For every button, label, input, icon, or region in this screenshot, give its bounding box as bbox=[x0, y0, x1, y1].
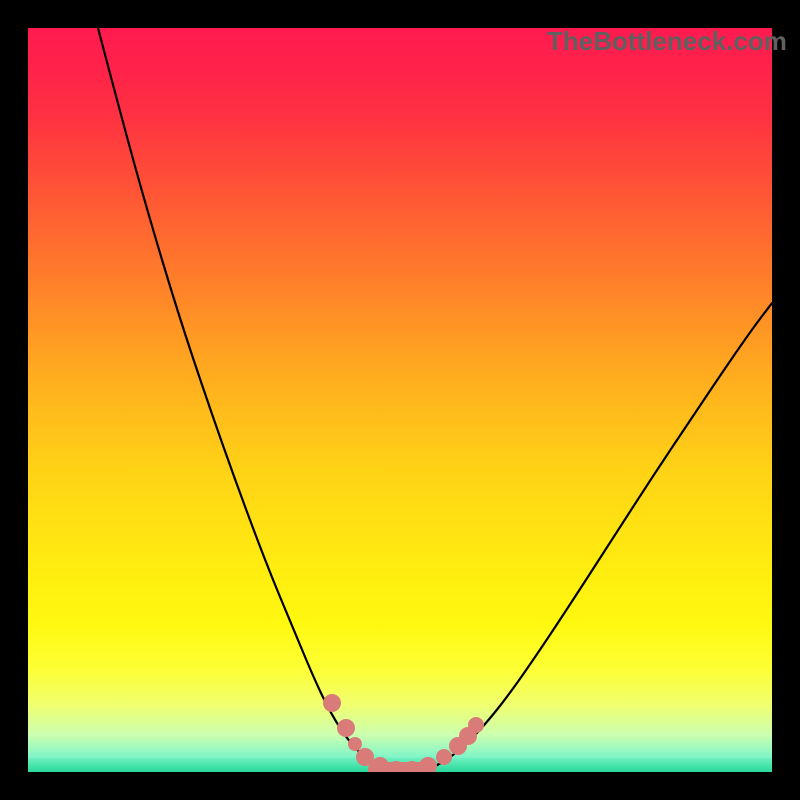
bottleneck-curve-layer bbox=[28, 28, 772, 772]
bottleneck-curve bbox=[98, 28, 772, 772]
plot-area bbox=[28, 28, 772, 772]
marker-dot bbox=[348, 737, 362, 751]
marker-dot bbox=[356, 748, 374, 766]
marker-group bbox=[323, 694, 484, 772]
marker-dot bbox=[323, 694, 341, 712]
watermark-text: TheBottleneck.com bbox=[547, 26, 787, 57]
marker-dot bbox=[436, 749, 452, 765]
marker-dot bbox=[419, 757, 437, 772]
marker-dot bbox=[337, 719, 355, 737]
marker-dot bbox=[468, 717, 484, 733]
plot-outer-frame bbox=[0, 0, 800, 800]
